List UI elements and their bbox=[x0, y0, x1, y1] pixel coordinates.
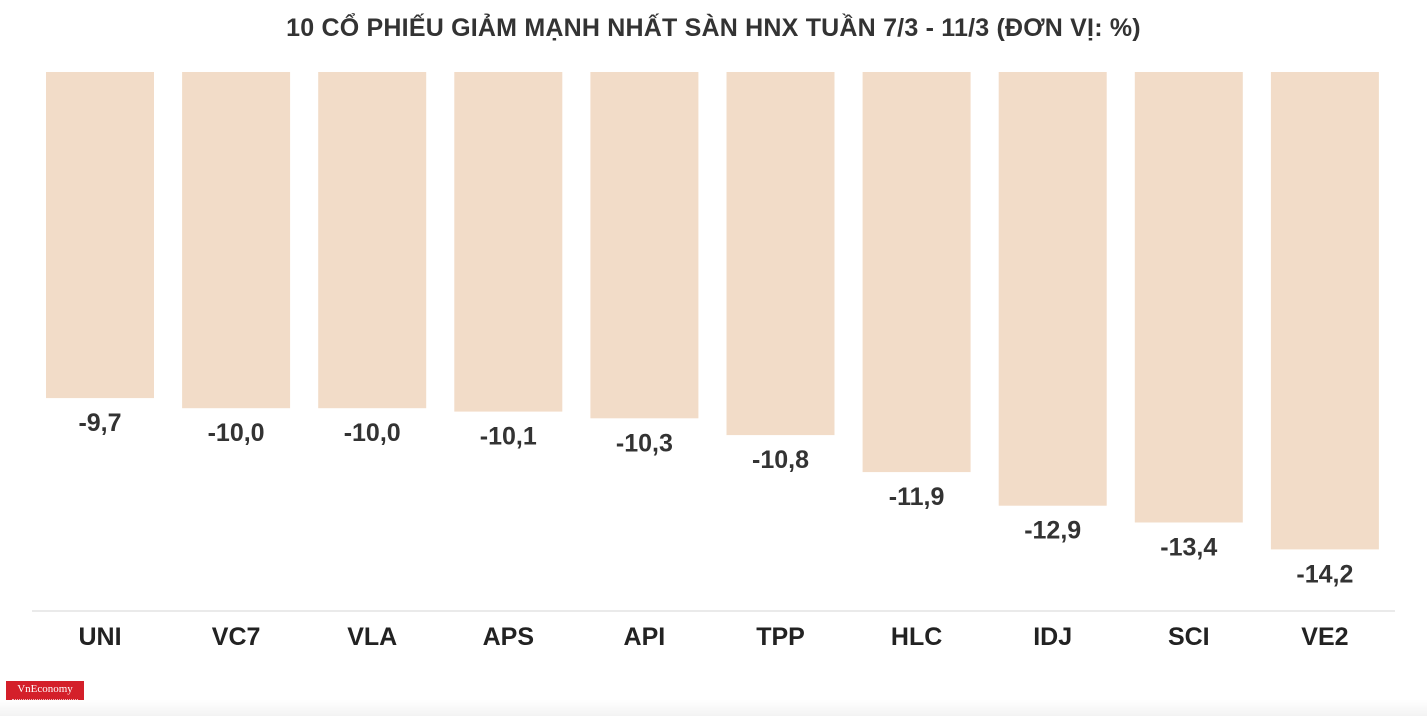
category-label-idj: IDJ bbox=[1033, 623, 1072, 651]
value-label-hlc: -11,9 bbox=[889, 483, 945, 511]
bar-idj bbox=[998, 72, 1107, 506]
bars-group bbox=[46, 72, 1379, 550]
bar-vla bbox=[318, 72, 427, 409]
value-label-vla: -10,0 bbox=[344, 419, 401, 447]
value-label-api: -10,3 bbox=[616, 429, 673, 457]
category-label-vla: VLA bbox=[347, 623, 397, 651]
logo-text: VnEconomy bbox=[17, 683, 73, 695]
category-label-ve2: VE2 bbox=[1301, 623, 1348, 651]
category-label-uni: UNI bbox=[78, 623, 121, 651]
value-label-aps: -10,1 bbox=[480, 423, 537, 451]
category-label-api: API bbox=[624, 623, 666, 651]
bar-sci bbox=[1134, 72, 1243, 523]
category-label-sci: SCI bbox=[1168, 623, 1210, 651]
category-label-aps: APS bbox=[483, 623, 534, 651]
value-label-uni: -9,7 bbox=[78, 409, 121, 437]
bar-api bbox=[590, 72, 699, 419]
value-label-sci: -13,4 bbox=[1160, 534, 1217, 562]
value-label-ve2: -14,2 bbox=[1296, 560, 1353, 588]
bar-tpp bbox=[726, 72, 835, 436]
category-label-vc7: VC7 bbox=[212, 623, 261, 651]
chart-title: 10 CỔ PHIẾU GIẢM MẠNH NHẤT SÀN HNX TUẦN … bbox=[286, 14, 1141, 42]
bar-aps bbox=[454, 72, 563, 412]
value-labels-group: -9,7 -10,0 -10,0 -10,1 -10,3 -10,8 -11,9 -12,9 -… bbox=[78, 409, 1353, 588]
bar-uni bbox=[46, 72, 154, 399]
value-label-idj: -12,9 bbox=[1024, 517, 1081, 545]
category-label-hlc: HLC bbox=[891, 623, 942, 651]
bar-vc7 bbox=[182, 72, 291, 409]
value-label-tpp: -10,8 bbox=[752, 446, 809, 474]
bar-ve2 bbox=[1270, 72, 1379, 550]
logo-underline bbox=[12, 699, 78, 703]
category-label-tpp: TPP bbox=[756, 623, 805, 651]
bar-hlc bbox=[862, 72, 971, 473]
value-label-vc7: -10,0 bbox=[208, 419, 265, 447]
category-labels-group: UNI VC7 VLA APS API TPP HLC IDJ SCI VE2 bbox=[78, 623, 1348, 651]
footer-shade bbox=[0, 700, 1427, 716]
